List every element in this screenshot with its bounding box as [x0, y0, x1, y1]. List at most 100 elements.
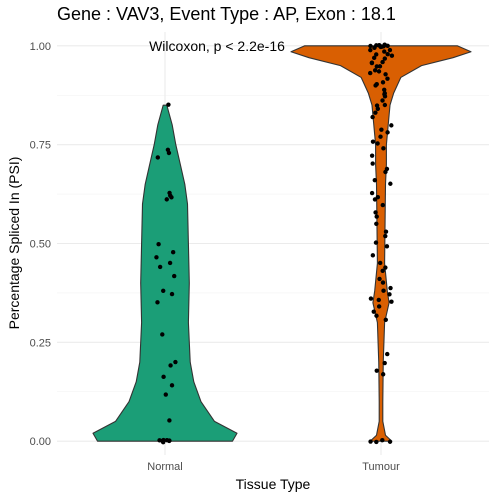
data-point-tumour	[383, 72, 388, 77]
data-point-tumour	[388, 285, 393, 291]
data-point-tumour	[373, 83, 378, 88]
data-point-normal	[155, 300, 160, 305]
y-tick-label: 1.00	[30, 41, 51, 53]
data-point-tumour	[383, 265, 388, 270]
data-point-tumour	[382, 94, 388, 99]
data-point-normal	[172, 273, 177, 279]
data-point-tumour	[374, 52, 379, 57]
violin-normal	[92, 104, 238, 442]
data-point-tumour	[389, 123, 394, 128]
data-point-tumour	[380, 437, 385, 443]
y-tick-label: 0.50	[30, 239, 51, 251]
data-point-tumour	[387, 47, 393, 53]
data-point-tumour	[383, 233, 388, 239]
data-point-tumour	[370, 114, 375, 120]
data-point-tumour	[372, 197, 378, 202]
data-point-normal	[160, 332, 165, 337]
y-tick-label: 0.25	[30, 337, 51, 349]
data-point-tumour	[369, 190, 375, 196]
data-point-tumour	[370, 161, 375, 166]
grid-lines	[57, 32, 489, 455]
data-point-normal	[166, 102, 171, 107]
data-point-tumour	[389, 53, 395, 58]
data-point-tumour	[368, 47, 373, 53]
y-tick-label: 0.00	[30, 436, 51, 448]
data-point-tumour	[374, 313, 379, 318]
data-point-tumour	[380, 202, 385, 208]
chart-title: Gene : VAV3, Event Type : AP, Exon : 18.…	[57, 4, 396, 24]
data-point-tumour	[382, 102, 388, 108]
data-point-tumour	[374, 214, 379, 219]
data-point-tumour	[388, 181, 393, 186]
data-point-tumour	[373, 210, 378, 215]
data-point-tumour	[378, 44, 383, 50]
data-point-normal	[161, 437, 166, 443]
data-point-tumour	[382, 49, 387, 54]
data-point-normal	[168, 363, 173, 368]
y-tick-label: 0.75	[30, 140, 51, 152]
data-point-tumour	[375, 141, 380, 146]
data-point-tumour	[380, 268, 385, 273]
data-point-tumour	[368, 43, 373, 49]
data-point-tumour	[380, 59, 385, 65]
point-layer	[154, 42, 395, 445]
data-point-tumour	[382, 43, 387, 48]
data-point-tumour	[374, 368, 379, 373]
data-point-normal	[157, 264, 163, 270]
data-point-normal	[167, 418, 172, 423]
y-axis-ticks: 0.00 0.25 0.50 0.75 1.00	[30, 41, 51, 448]
data-point-tumour	[374, 64, 380, 69]
data-point-tumour	[369, 60, 375, 66]
data-point-normal	[164, 197, 169, 202]
data-point-normal	[161, 374, 166, 380]
data-point-tumour	[370, 253, 376, 258]
x-tick-label: Tumour	[362, 461, 400, 473]
data-point-tumour	[372, 45, 377, 51]
data-point-tumour	[380, 280, 386, 285]
data-point-normal	[154, 255, 159, 260]
data-point-tumour	[379, 127, 384, 132]
data-point-normal	[157, 438, 162, 443]
data-point-normal	[167, 260, 173, 266]
data-point-tumour	[385, 76, 390, 81]
data-point-tumour	[389, 299, 394, 304]
data-point-tumour	[381, 146, 386, 151]
data-point-normal	[166, 150, 172, 156]
data-point-tumour	[382, 360, 387, 366]
data-point-tumour	[377, 260, 383, 266]
data-point-tumour	[387, 292, 392, 297]
data-point-tumour	[385, 51, 390, 57]
data-point-tumour	[372, 68, 378, 73]
data-point-tumour	[382, 87, 387, 92]
y-axis-title: Percentage Spliced In (PSI)	[6, 157, 22, 330]
data-point-tumour	[383, 229, 389, 234]
data-point-tumour	[368, 70, 373, 76]
violin-tumour	[290, 45, 472, 442]
data-point-tumour	[380, 372, 386, 377]
data-point-tumour	[371, 55, 377, 61]
data-point-tumour	[380, 80, 386, 85]
data-point-normal	[169, 195, 174, 200]
data-point-normal	[161, 288, 166, 293]
data-point-tumour	[387, 439, 393, 444]
data-point-tumour	[378, 134, 383, 139]
data-point-tumour	[372, 177, 378, 183]
data-point-normal	[169, 291, 175, 297]
data-point-tumour	[376, 69, 382, 74]
data-point-normal	[173, 359, 178, 365]
data-point-tumour	[369, 153, 375, 158]
data-point-tumour	[376, 297, 381, 303]
data-point-tumour	[375, 106, 381, 111]
x-axis-ticks: Normal Tumour	[147, 461, 400, 473]
data-point-tumour	[371, 309, 376, 314]
data-point-tumour	[385, 351, 390, 357]
data-point-tumour	[380, 98, 385, 103]
data-point-normal	[156, 241, 161, 247]
data-point-tumour	[376, 304, 382, 309]
data-point-tumour	[374, 439, 379, 445]
data-point-tumour	[383, 317, 388, 322]
wilcoxon-annotation: Wilcoxon, p < 2.2e-16	[149, 38, 285, 54]
x-tick-label: Normal	[147, 461, 182, 473]
data-point-tumour	[374, 221, 379, 226]
